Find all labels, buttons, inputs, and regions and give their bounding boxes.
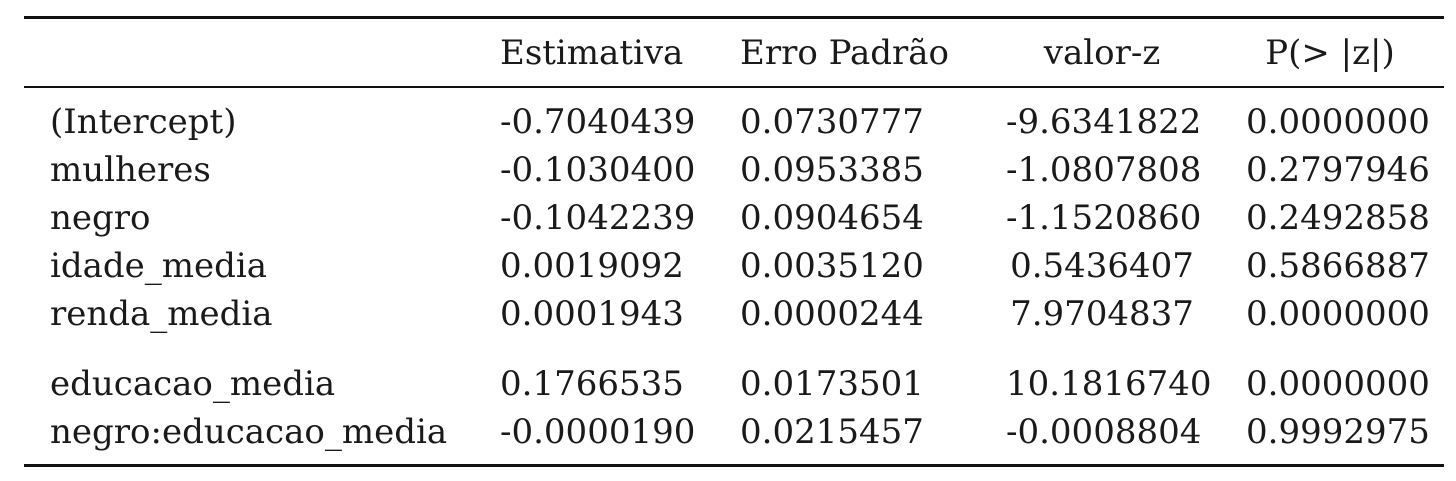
row-term: idade_media bbox=[50, 246, 268, 286]
table-bottom-rule bbox=[24, 464, 1444, 467]
row-estimate: -0.7040439 bbox=[500, 102, 696, 142]
row-p-value: 0.2492858 bbox=[1246, 198, 1430, 238]
header-std-error: Erro Padrão bbox=[740, 33, 949, 73]
row-term: renda_media bbox=[50, 294, 273, 334]
row-estimate: 0.0001943 bbox=[500, 294, 684, 334]
row-estimate: -0.0000190 bbox=[500, 412, 696, 452]
table-header-rule bbox=[24, 86, 1444, 88]
row-term: mulheres bbox=[50, 150, 211, 190]
row-p-value: 0.9992975 bbox=[1246, 412, 1430, 452]
row-std-error: 0.0215457 bbox=[740, 412, 924, 452]
row-estimate: 0.0019092 bbox=[500, 246, 684, 286]
row-term: educacao_media bbox=[50, 364, 336, 404]
row-std-error: 0.0173501 bbox=[740, 364, 924, 404]
row-p-value: 0.5866887 bbox=[1246, 246, 1430, 286]
row-term: (Intercept) bbox=[50, 102, 237, 142]
row-std-error: 0.0035120 bbox=[740, 246, 924, 286]
row-p-value: 0.2797946 bbox=[1246, 150, 1430, 190]
row-z-value: 10.1816740 bbox=[1006, 364, 1212, 404]
row-z-value: -1.1520860 bbox=[1006, 198, 1202, 238]
row-estimate: -0.1042239 bbox=[500, 198, 696, 238]
row-std-error: 0.0953385 bbox=[740, 150, 924, 190]
row-z-value: 7.9704837 bbox=[1010, 294, 1194, 334]
row-p-value: 0.0000000 bbox=[1246, 294, 1430, 334]
row-z-value: -9.6341822 bbox=[1006, 102, 1202, 142]
row-z-value: 0.5436407 bbox=[1010, 246, 1194, 286]
header-z-value: valor-z bbox=[1043, 33, 1161, 73]
header-estimate: Estimativa bbox=[500, 33, 684, 73]
row-std-error: 0.0904654 bbox=[740, 198, 924, 238]
row-std-error: 0.0730777 bbox=[740, 102, 924, 142]
row-term: negro:educacao_media bbox=[50, 412, 448, 452]
row-z-value: -1.0807808 bbox=[1006, 150, 1202, 190]
row-std-error: 0.0000244 bbox=[740, 294, 924, 334]
header-p-value: P(> |z|) bbox=[1265, 33, 1395, 73]
row-p-value: 0.0000000 bbox=[1246, 364, 1430, 404]
row-p-value: 0.0000000 bbox=[1246, 102, 1430, 142]
row-term: negro bbox=[50, 198, 151, 238]
table-top-rule bbox=[24, 16, 1444, 19]
row-estimate: -0.1030400 bbox=[500, 150, 696, 190]
row-z-value: -0.0008804 bbox=[1006, 412, 1202, 452]
row-estimate: 0.1766535 bbox=[500, 364, 684, 404]
